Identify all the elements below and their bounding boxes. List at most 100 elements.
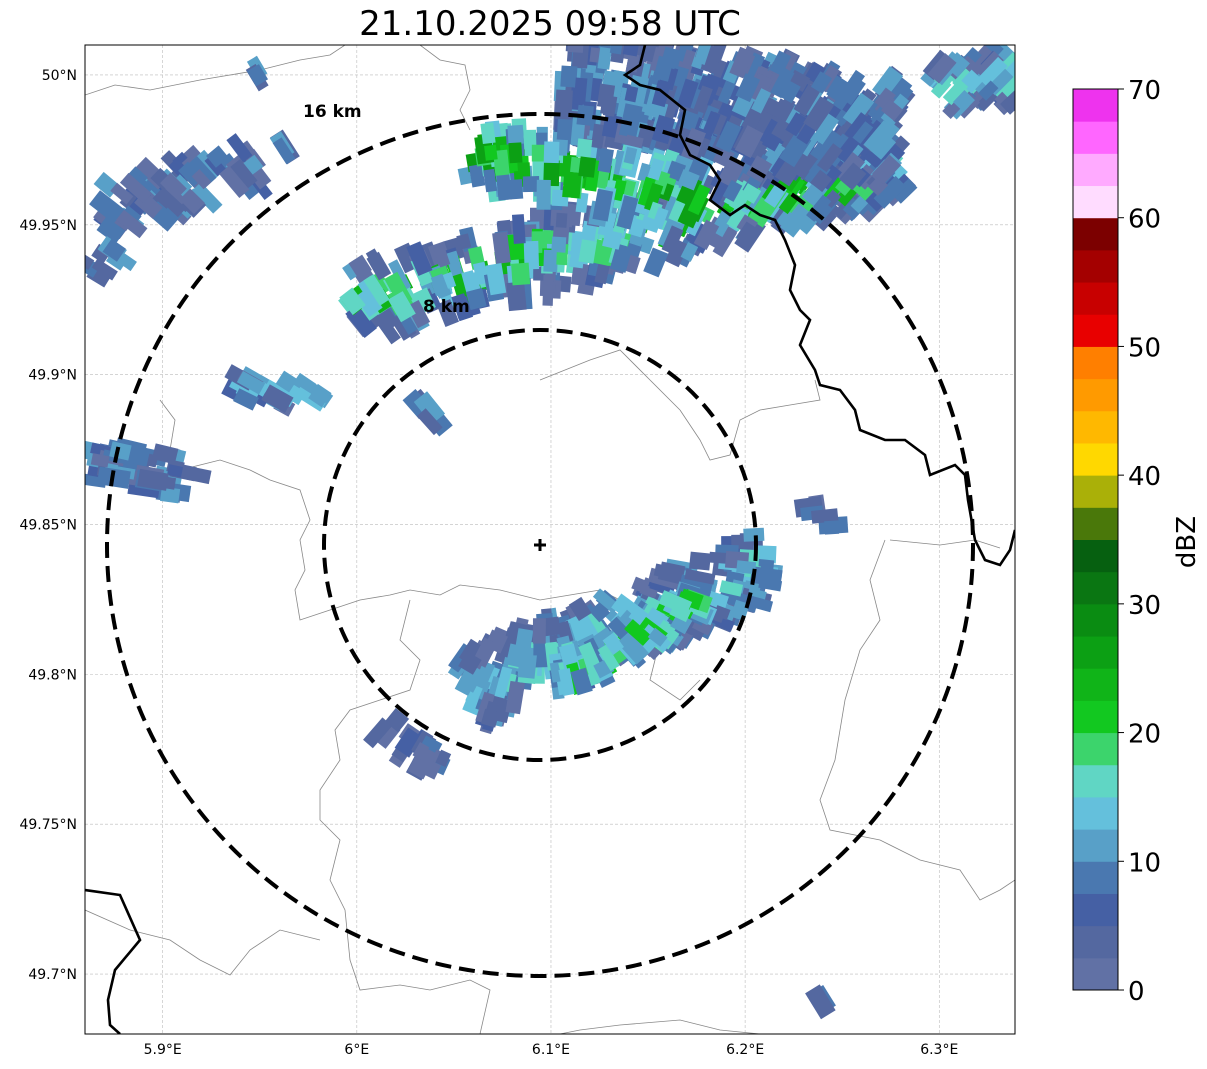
radar-cell [607, 45, 623, 48]
radar-cell [406, 241, 433, 277]
colorbar-bin [1073, 636, 1118, 669]
radar-cell [602, 229, 623, 250]
radar-cell [677, 78, 699, 109]
radar-cell [110, 182, 134, 205]
radar-cell [977, 56, 1008, 88]
radar-cell [236, 371, 266, 395]
radar-cell [151, 443, 179, 465]
colorbar-bin [1073, 700, 1118, 734]
radar-cell [661, 225, 684, 255]
radar-cell [863, 120, 897, 156]
radar-cell [436, 299, 460, 328]
radar-cell [789, 149, 818, 180]
colorbar-bin [1073, 475, 1118, 508]
radar-cell [810, 169, 833, 193]
radar-cell [978, 80, 999, 101]
colorbar-bin [1073, 861, 1118, 894]
radar-cell [492, 231, 511, 265]
radar-cell [511, 214, 526, 244]
radar-cell [226, 133, 253, 163]
range-ring-16km [105, 112, 975, 978]
radar-cell [785, 112, 807, 137]
radar-cell [102, 238, 126, 262]
radar-cell [468, 164, 486, 188]
radar-cell [485, 263, 507, 296]
radar-cell [729, 46, 755, 79]
radar-cell [637, 176, 657, 207]
radar-cell [206, 145, 229, 168]
radar-cell [96, 216, 126, 245]
radar-cell [1000, 71, 1015, 100]
radar-cell [137, 468, 169, 491]
lat-tick-label: 49.7°N [28, 967, 77, 983]
radar-cell [842, 92, 875, 128]
radar-cell [1000, 82, 1015, 115]
radar-cell [746, 595, 774, 613]
radar-cell [562, 171, 582, 199]
radar-cell [602, 100, 617, 117]
range-rings [105, 112, 975, 978]
radar-cell [465, 287, 487, 311]
radar-cell [578, 239, 597, 264]
colorbar-bin [1073, 282, 1118, 315]
colorbar-bin [1073, 153, 1118, 187]
radar-cell [474, 660, 496, 688]
colorbar-tick-label: 40 [1128, 462, 1161, 492]
radar-cell [580, 654, 601, 687]
colorbar: 0 10 20 30 40 50 60 70 [1072, 76, 1161, 1007]
radar-cell [219, 165, 250, 199]
radar-cell [814, 202, 842, 232]
radar-cell [191, 169, 212, 190]
radar-cell [713, 605, 731, 620]
radar-cell [543, 159, 560, 187]
radar-cell [551, 236, 567, 253]
radar-cell [394, 727, 423, 758]
colorbar-bin [1073, 249, 1118, 283]
radar-cell [159, 486, 181, 504]
colorbar-bin [1073, 571, 1118, 605]
admin-boundary [159, 399, 601, 621]
radar-cell [484, 144, 498, 161]
radar-cell [873, 175, 907, 209]
radar-cell [387, 291, 416, 323]
radar-cell [810, 71, 832, 94]
radar-cell [413, 391, 446, 425]
radar-cell [835, 132, 862, 163]
radar-cell [406, 299, 431, 329]
radar-cell [594, 261, 611, 285]
lat-tick-label: 49.85°N [19, 518, 77, 534]
lat-tick-label: 49.75°N [19, 817, 77, 833]
radar-cell [536, 179, 551, 210]
radar-cell [715, 120, 742, 153]
colorbar-tick-label: 50 [1128, 333, 1161, 363]
radar-cell [825, 75, 847, 99]
radar-cell [554, 89, 573, 120]
radar-cell [771, 118, 794, 142]
radar-cell [726, 207, 749, 232]
radar-cell [388, 259, 412, 292]
radar-cell [643, 247, 669, 278]
radar-cell [677, 169, 700, 191]
radar-cell [272, 137, 296, 165]
colorbar-tick-label: 10 [1128, 848, 1161, 878]
colorbar-bin [1073, 346, 1118, 380]
radar-cell [651, 114, 676, 145]
radar-cell [90, 453, 110, 468]
radar-cell [749, 566, 783, 587]
radar-cell [602, 632, 624, 655]
radar-cell [191, 182, 223, 214]
radar-cell [430, 273, 450, 298]
radar-cell [571, 45, 590, 69]
radar-cell [769, 50, 792, 76]
radar-cell [308, 383, 332, 408]
radar-cell [689, 551, 711, 571]
colorbar-bin [1073, 185, 1118, 219]
radar-cell [597, 644, 620, 672]
colorbar-bin [1073, 732, 1118, 766]
radar-cell [651, 206, 669, 230]
radar-cell [600, 45, 614, 49]
radar-cell [433, 244, 451, 268]
radar-cell [753, 545, 777, 564]
radar-cell [542, 274, 554, 306]
admin-boundary [539, 349, 681, 411]
